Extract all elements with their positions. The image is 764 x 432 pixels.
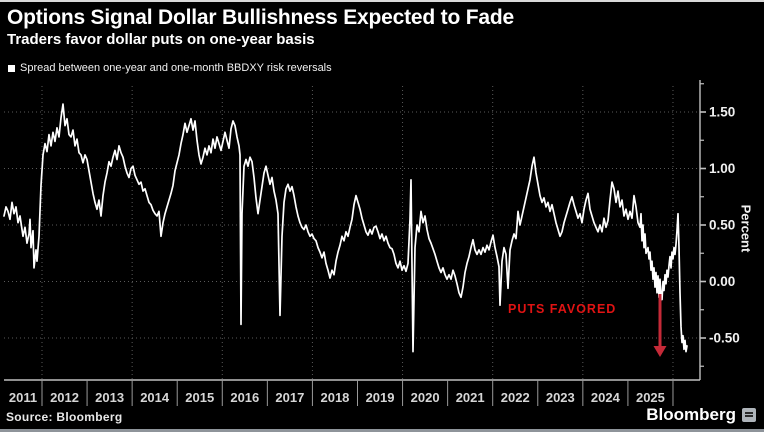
bloomberg-brand: Bloomberg [646,405,756,425]
x-year-label: 2025 [636,390,665,405]
page-title: Options Signal Dollar Bullishness Expect… [7,6,514,29]
x-year-label: 2014 [140,390,170,405]
x-year-label: 2023 [546,390,575,405]
legend-label: Spread between one-year and one-month BB… [20,62,332,74]
bloomberg-wordmark: Bloomberg [646,405,736,424]
x-year-label: 2024 [591,390,621,405]
source-credit: Source: Bloomberg [6,410,123,424]
x-year-label: 2020 [411,390,440,405]
legend: Spread between one-year and one-month BB… [8,62,332,74]
y-tick-label: 0.50 [709,218,735,233]
x-year-label: 2018 [320,390,349,405]
x-year-label: 2011 [9,390,37,405]
chart-subtitle: Traders favor dollar puts on one-year ba… [7,31,315,48]
x-year-label: 2019 [366,390,395,405]
y-tick-label: 1.50 [709,105,735,120]
bloomberg-logo-icon [742,408,756,422]
y-tick-label: 0.00 [709,274,735,289]
x-year-label: 2016 [230,390,259,405]
spread-data-line [3,103,688,353]
y-tick-label: -0.50 [709,331,740,346]
puts-favored-annotation: PUTS FAVORED [508,302,617,316]
x-year-label: 2013 [95,390,124,405]
x-year-label: 2021 [456,390,485,405]
down-arrow-head [653,346,667,357]
y-tick-label: 1.00 [709,161,735,176]
x-year-label: 2015 [185,390,214,405]
bottom-border-strip [0,429,764,432]
y-axis-title: Percent [738,204,754,253]
x-year-label: 2012 [50,390,79,405]
x-year-label: 2017 [275,390,304,405]
x-year-label: 2022 [501,390,530,405]
legend-square-icon [8,64,15,72]
